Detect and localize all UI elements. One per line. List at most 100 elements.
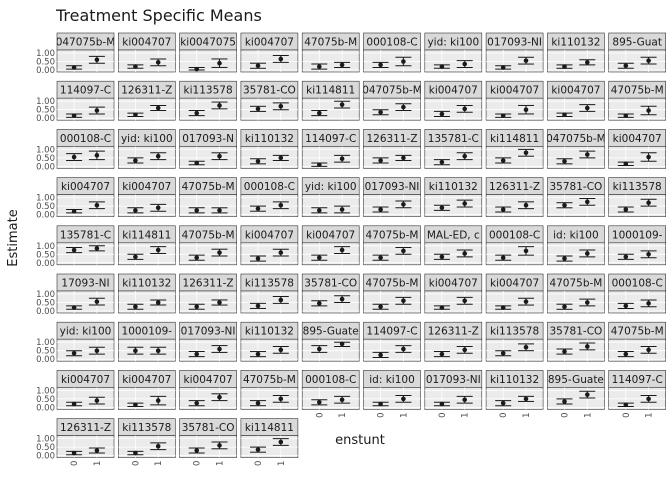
data-point <box>585 344 590 349</box>
panel-background <box>547 97 605 121</box>
data-point <box>94 299 100 304</box>
facet-panel: 47075b-M <box>179 177 237 217</box>
facet-strip-label: ki004707 <box>122 37 171 49</box>
panel-background <box>547 194 605 217</box>
facet-strip-label: 47075b-M <box>611 85 664 97</box>
facet-panel: 17093-NI 0.000.501.00 <box>36 273 115 317</box>
data-point <box>585 199 590 205</box>
data-point <box>646 396 651 402</box>
data-point <box>71 450 77 456</box>
panel-background <box>547 49 605 73</box>
x-tick-label: 0 <box>438 412 448 417</box>
facet-strip-label: 000108-C <box>366 37 417 49</box>
panel-background <box>485 49 544 73</box>
data-point <box>439 401 445 407</box>
data-point <box>155 60 161 65</box>
panel-background <box>363 242 421 266</box>
data-point <box>462 106 468 112</box>
facet-strip-label: ki113578 <box>245 278 294 290</box>
facet-strip-label: 1000109- <box>122 326 173 338</box>
data-point <box>562 202 567 208</box>
data-point <box>194 351 199 357</box>
data-point <box>401 202 406 207</box>
facet-panel: 114097-C <box>301 129 360 169</box>
facet-strip-label: ki004707 <box>551 85 600 97</box>
panel-background <box>56 242 115 266</box>
facet-strip-label: 114097-C <box>612 374 663 386</box>
data-point <box>317 208 322 213</box>
data-point <box>194 110 199 116</box>
facet-panel: 114097-C <box>363 321 421 362</box>
data-point <box>155 398 161 403</box>
y-tick-label: 0.00 <box>36 211 55 221</box>
data-point <box>217 208 222 213</box>
data-point <box>217 394 222 400</box>
data-point <box>339 102 345 107</box>
data-point <box>401 298 406 304</box>
data-point <box>71 401 77 407</box>
data-point <box>317 346 322 352</box>
panel-background <box>547 242 605 266</box>
facet-panel: 47075b-M <box>240 370 299 410</box>
data-point <box>401 104 406 110</box>
data-point <box>585 300 590 305</box>
y-tick-label: 0.00 <box>36 403 55 413</box>
data-point <box>217 103 222 108</box>
data-point <box>255 447 261 452</box>
facet-strip-label: ki110132 <box>429 181 478 193</box>
facet-strip-label: ki0047075 <box>180 37 236 49</box>
facet-strip-label: 126311-Z <box>428 326 479 338</box>
facet-panel: ki004707 0.000.501.00 <box>36 370 115 413</box>
data-point <box>217 153 222 159</box>
panel-background <box>485 387 544 410</box>
data-point <box>278 155 284 161</box>
data-point <box>378 62 383 68</box>
facet-strip-label: 47075b-M <box>549 278 602 290</box>
facet-panel: ki114811 <box>485 129 544 169</box>
facet-panel: ki114811 <box>118 225 176 266</box>
data-point <box>155 205 161 211</box>
data-point <box>523 299 529 304</box>
panel-background <box>179 242 237 266</box>
panel-background <box>424 338 483 362</box>
facet-strip-label: 35781-CO <box>550 181 603 193</box>
x-tick-label: 1 <box>583 412 593 417</box>
facet-panel: ki004707 <box>118 32 176 73</box>
y-tick-label: 0.50 <box>36 58 55 68</box>
facet-strip-label: 114097-C <box>60 85 111 97</box>
panel-background <box>547 338 605 362</box>
facet-strip-label: 47075b-M <box>182 181 235 193</box>
facet-panel: 47075b-M <box>608 321 667 362</box>
data-point <box>94 246 100 251</box>
facet-strip-label: ki113578 <box>122 422 171 434</box>
panel-background <box>301 97 360 121</box>
facet-panel: 000108-C <box>240 177 299 217</box>
panel-background <box>608 387 667 410</box>
data-point <box>317 162 322 167</box>
facet-panel: 000108-C 0 1 <box>301 370 360 418</box>
data-point <box>646 108 651 113</box>
facet-strip-label: 000108-C <box>244 181 295 193</box>
data-point <box>500 207 506 212</box>
panel-background <box>424 146 483 169</box>
facet-strip-label: ki113578 <box>490 326 539 338</box>
data-point <box>317 110 322 116</box>
data-point <box>401 396 406 402</box>
y-tick-label: 1.00 <box>36 435 55 445</box>
data-point <box>71 65 77 70</box>
data-point <box>339 62 345 68</box>
panel-background <box>118 49 176 73</box>
facet-panel: ki004707 <box>424 80 483 121</box>
facet-panel: 47075b-M <box>363 225 421 266</box>
data-point <box>133 208 138 213</box>
data-point <box>317 64 322 69</box>
facet-panel: ki114811 <box>301 80 360 121</box>
y-tick-label: 1.00 <box>36 290 55 300</box>
y-tick-label: 1.00 <box>36 49 55 59</box>
data-point <box>439 305 445 310</box>
facet-strip-label: ki114811 <box>245 422 294 434</box>
data-point <box>562 64 567 69</box>
data-point <box>217 60 222 66</box>
data-point <box>646 58 651 63</box>
